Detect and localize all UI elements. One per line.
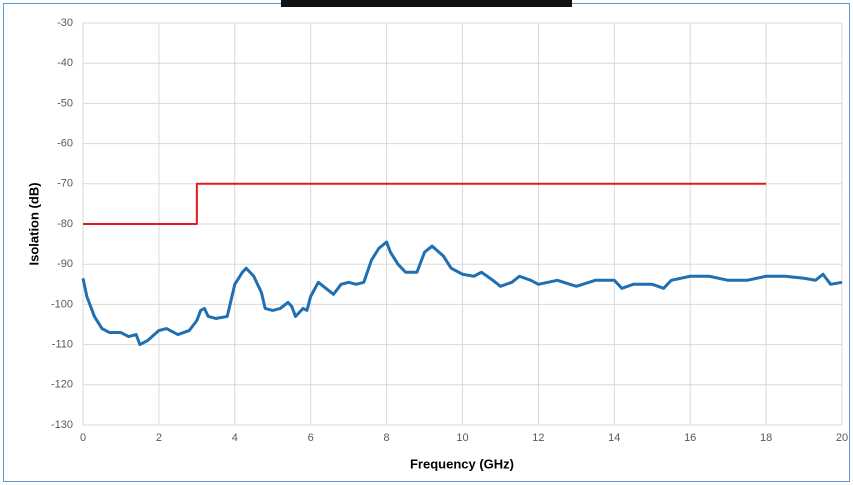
y-tick-label: -80 xyxy=(57,218,73,230)
x-tick-label: 2 xyxy=(156,432,162,444)
y-tick-label: -130 xyxy=(51,419,73,431)
x-tick-label: 20 xyxy=(836,432,848,444)
x-tick-label: 4 xyxy=(232,432,238,444)
x-tick-label: 10 xyxy=(456,432,468,444)
x-tick-label: 8 xyxy=(384,432,390,444)
y-tick-label: -30 xyxy=(57,17,73,29)
x-tick-label: 12 xyxy=(532,432,544,444)
title-bar xyxy=(281,0,572,7)
x-tick-label: 18 xyxy=(760,432,772,444)
y-axis-title: Isolation (dB) xyxy=(26,182,41,265)
x-tick-label: 14 xyxy=(608,432,620,444)
x-tick-label: 6 xyxy=(308,432,314,444)
y-tick-label: -60 xyxy=(57,138,73,150)
y-tick-label: -100 xyxy=(51,298,73,310)
x-tick-label: 0 xyxy=(80,432,86,444)
y-tick-label: -110 xyxy=(52,339,73,351)
series-line xyxy=(81,240,843,347)
y-tick-label: -50 xyxy=(57,97,73,109)
y-tick-label: -120 xyxy=(51,379,73,391)
chart-border xyxy=(3,3,850,482)
y-tick-label: -90 xyxy=(57,258,73,270)
series-line xyxy=(83,182,767,225)
x-tick-label: 16 xyxy=(684,432,696,444)
y-tick-label: -70 xyxy=(57,178,73,190)
y-tick-label: -40 xyxy=(57,57,73,69)
x-axis-title: Frequency (GHz) xyxy=(410,456,514,471)
